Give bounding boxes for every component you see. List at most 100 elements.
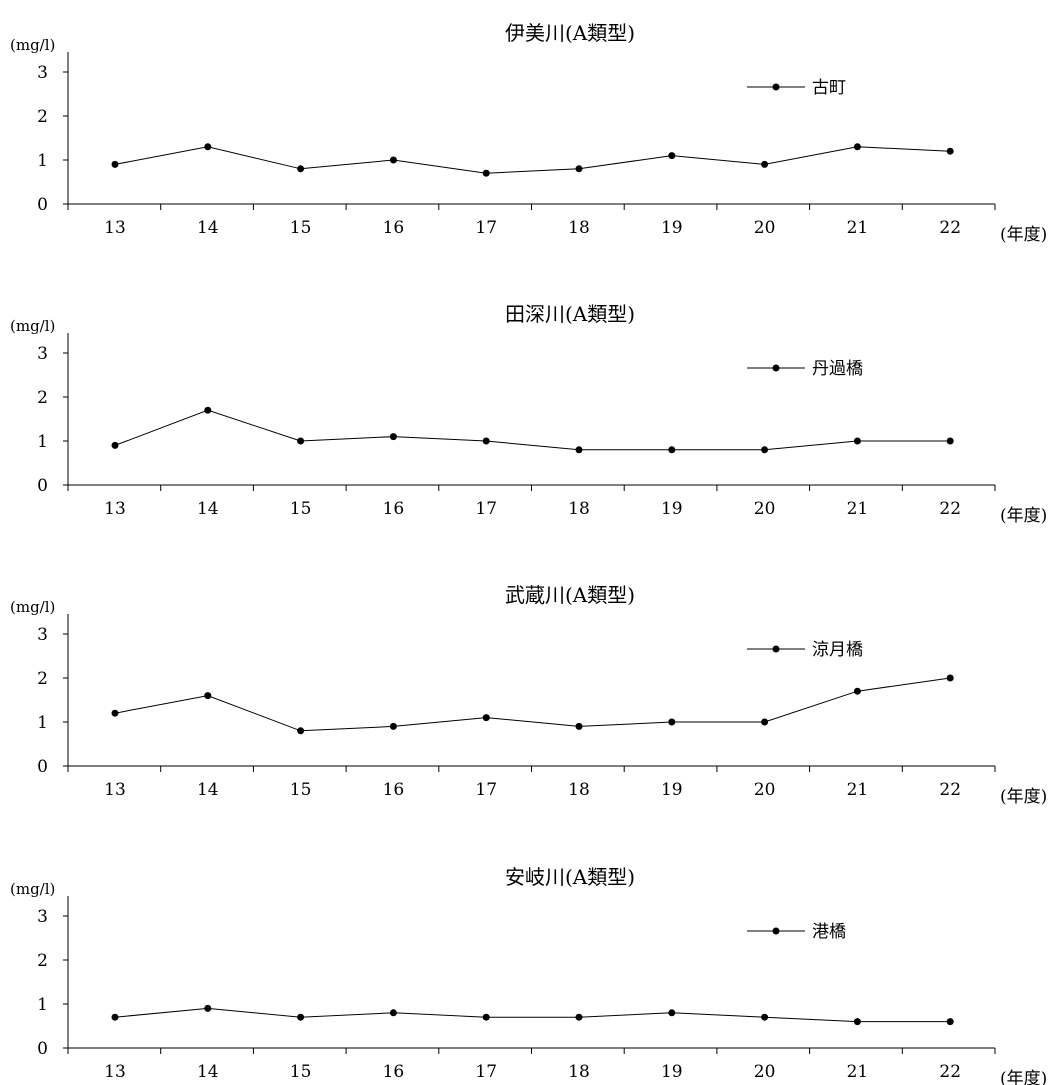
data-point (761, 718, 769, 726)
legend-label: 港橋 (812, 922, 846, 942)
y-tick-label: 2 (37, 388, 48, 408)
chart-title: 田深川(A類型) (505, 302, 635, 326)
data-point (946, 674, 954, 682)
series-line (114, 1007, 951, 1023)
data-point (482, 169, 490, 177)
legend-marker (772, 364, 780, 372)
x-tick-label: 14 (197, 780, 219, 800)
data-point (482, 714, 490, 722)
y-tick-label: 0 (37, 195, 48, 215)
x-tick-label: 21 (847, 218, 869, 238)
x-tick-label: 15 (290, 1062, 312, 1082)
x-axis-label: (年度) (1000, 1069, 1047, 1085)
data-point (946, 437, 954, 445)
x-tick-label: 18 (568, 218, 590, 238)
x-tick-label: 13 (104, 1062, 126, 1082)
data-point (482, 1013, 490, 1021)
x-tick-label: 17 (475, 780, 497, 800)
x-tick-label: 22 (939, 218, 961, 238)
x-tick-label: 19 (661, 499, 683, 519)
y-tick-label: 0 (37, 1039, 48, 1059)
x-tick-label: 17 (475, 218, 497, 238)
x-tick-label: 14 (197, 218, 219, 238)
x-tick-label: 21 (847, 1062, 869, 1082)
y-unit-label: (mg/l) (10, 317, 55, 335)
x-tick-label: 22 (939, 499, 961, 519)
y-unit-label: (mg/l) (10, 880, 55, 898)
x-tick-label: 14 (197, 499, 219, 519)
data-point (668, 718, 676, 726)
x-tick-label: 15 (290, 780, 312, 800)
data-point (389, 722, 397, 730)
data-point (761, 1013, 769, 1021)
data-point (389, 433, 397, 441)
x-tick-label: 22 (939, 1062, 961, 1082)
chart-title: 武蔵川(A類型) (505, 583, 635, 607)
x-tick-label: 16 (383, 1062, 405, 1082)
x-tick-label: 13 (104, 780, 126, 800)
series-line (114, 409, 951, 451)
x-tick-label: 16 (383, 499, 405, 519)
y-tick-label: 1 (37, 432, 48, 452)
data-point (297, 1013, 305, 1021)
y-tick-label: 2 (37, 107, 48, 127)
data-point (668, 446, 676, 454)
legend-marker (772, 927, 780, 935)
x-tick-label: 19 (661, 1062, 683, 1082)
y-tick-label: 1 (37, 995, 48, 1015)
y-tick-label: 3 (37, 63, 48, 83)
legend-label: 丹過橋 (812, 359, 863, 379)
x-axis-label: (年度) (1000, 787, 1047, 807)
data-point (668, 152, 676, 160)
data-point (297, 165, 305, 173)
data-point (853, 143, 861, 151)
data-point (111, 160, 119, 168)
x-tick-label: 20 (754, 499, 776, 519)
x-tick-label: 18 (568, 499, 590, 519)
y-tick-label: 0 (37, 476, 48, 496)
chart-title: 伊美川(A類型) (505, 21, 635, 45)
data-point (853, 687, 861, 695)
x-tick-label: 20 (754, 780, 776, 800)
x-tick-label: 18 (568, 1062, 590, 1082)
x-tick-label: 19 (661, 218, 683, 238)
data-point (575, 446, 583, 454)
legend-label: 古町 (812, 78, 846, 98)
data-point (482, 437, 490, 445)
data-point (575, 722, 583, 730)
data-point (575, 1013, 583, 1021)
data-point (204, 692, 212, 700)
x-tick-label: 20 (754, 218, 776, 238)
x-tick-label: 21 (847, 499, 869, 519)
x-tick-label: 19 (661, 780, 683, 800)
data-point (853, 1018, 861, 1026)
y-tick-label: 1 (37, 713, 48, 733)
x-tick-label: 16 (383, 780, 405, 800)
y-unit-label: (mg/l) (10, 36, 55, 54)
data-point (946, 1018, 954, 1026)
x-axis-label: (年度) (1000, 506, 1047, 526)
legend-marker (772, 645, 780, 653)
data-point (853, 437, 861, 445)
data-point (761, 160, 769, 168)
y-tick-label: 3 (37, 907, 48, 927)
data-point (111, 709, 119, 717)
data-point (668, 1009, 676, 1017)
data-point (297, 437, 305, 445)
data-point (204, 143, 212, 151)
data-point (297, 727, 305, 735)
data-point (575, 165, 583, 173)
data-point (761, 446, 769, 454)
data-point (204, 1004, 212, 1012)
x-tick-label: 16 (383, 218, 405, 238)
x-tick-label: 17 (475, 1062, 497, 1082)
chart-title: 安岐川(A類型) (505, 865, 635, 889)
legend-marker (772, 83, 780, 91)
x-tick-label: 22 (939, 780, 961, 800)
series-line (114, 146, 951, 174)
x-tick-label: 15 (290, 218, 312, 238)
data-point (111, 1013, 119, 1021)
y-tick-label: 0 (37, 757, 48, 777)
